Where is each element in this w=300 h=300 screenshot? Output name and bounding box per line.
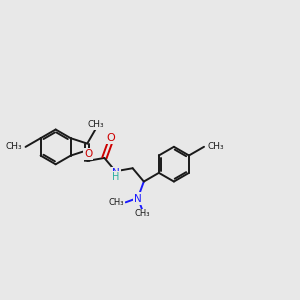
Text: CH₃: CH₃ — [208, 142, 224, 151]
Text: O: O — [106, 133, 115, 143]
Text: H: H — [112, 172, 120, 182]
Text: CH₃: CH₃ — [5, 142, 22, 152]
Text: CH₃: CH₃ — [108, 198, 124, 207]
Text: CH₃: CH₃ — [135, 209, 150, 218]
Text: N: N — [112, 168, 120, 178]
Text: CH₃: CH₃ — [88, 120, 104, 129]
Text: N: N — [134, 194, 141, 203]
Text: O: O — [84, 149, 92, 159]
